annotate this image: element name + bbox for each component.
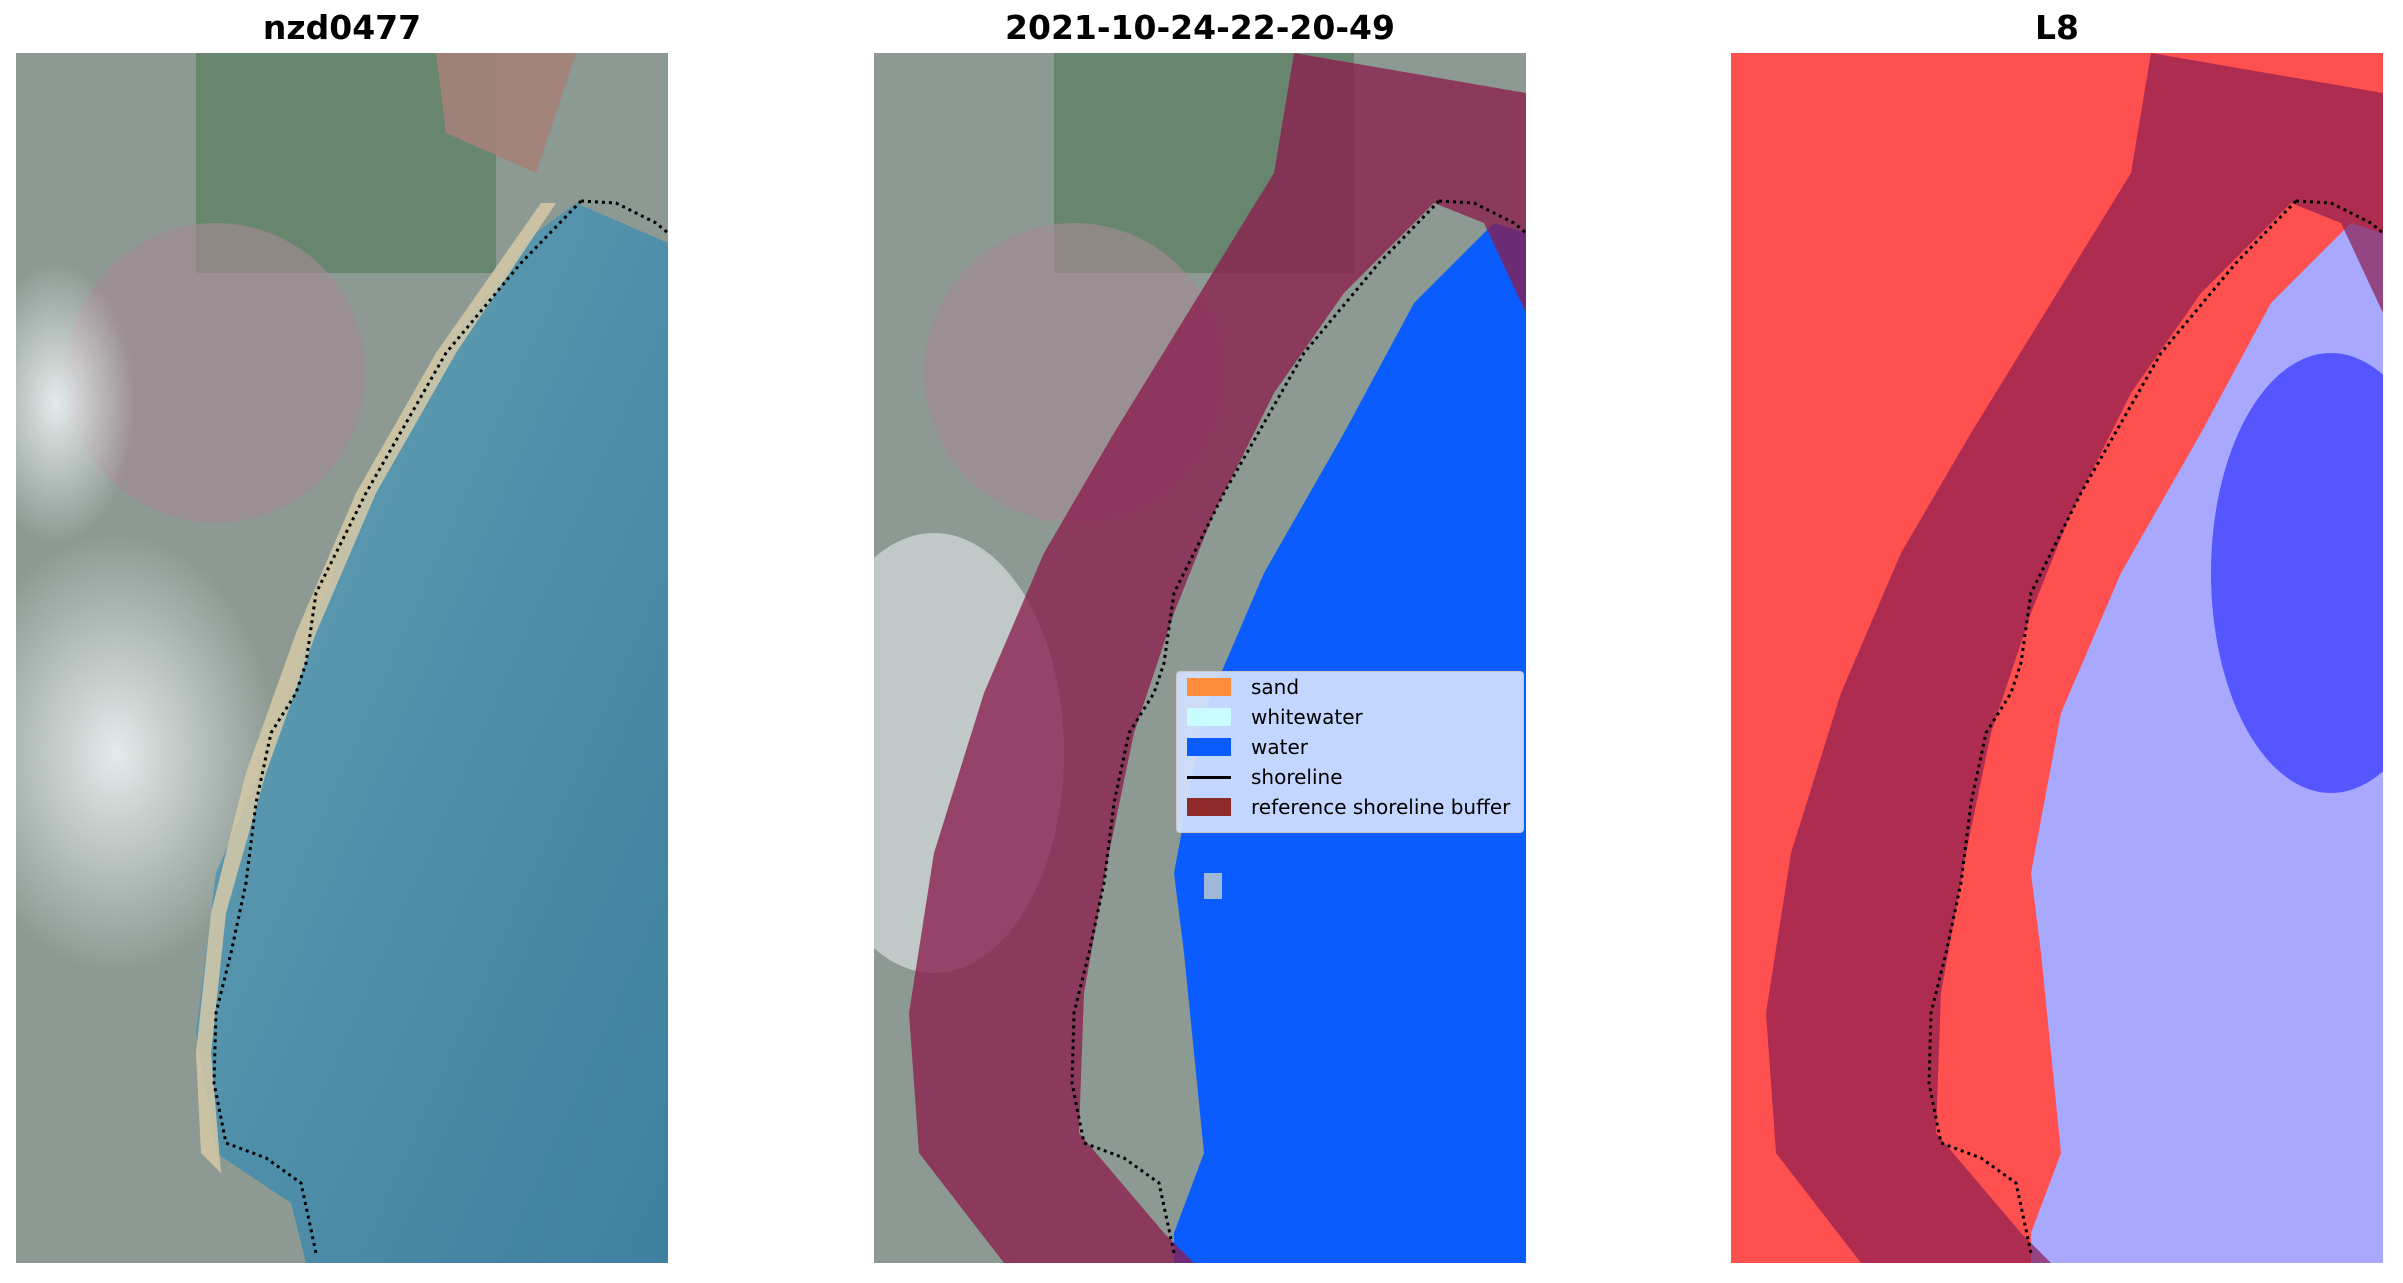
legend-item-shoreline: shoreline bbox=[1187, 762, 1343, 792]
panel-title-rgb: nzd0477 bbox=[262, 8, 422, 47]
legend-swatch-buffer bbox=[1187, 798, 1231, 816]
legend-label: whitewater bbox=[1251, 705, 1363, 729]
classification-panel bbox=[874, 53, 1526, 1263]
legend-swatch-water bbox=[1187, 738, 1231, 756]
field-area bbox=[436, 53, 576, 173]
legend-item-buffer: reference shoreline buffer bbox=[1187, 792, 1510, 822]
water-index-high bbox=[2211, 353, 2383, 793]
whitewater-patch bbox=[1204, 873, 1222, 899]
shoreline-line bbox=[212, 199, 583, 1254]
reference-shoreline-buffer bbox=[909, 53, 1526, 1263]
index-image bbox=[1731, 53, 2383, 1263]
cloud bbox=[16, 533, 276, 973]
shoreline-line bbox=[2295, 199, 2383, 235]
shoreline-line bbox=[580, 199, 668, 235]
legend-swatch-sand bbox=[1187, 678, 1231, 696]
shoreline-line bbox=[1927, 199, 2298, 1254]
panel-title-index: L8 bbox=[2035, 8, 2079, 47]
panel-title-classification: 2021-10-24-22-20-49 bbox=[1005, 8, 1395, 47]
shoreline-line bbox=[1438, 199, 1526, 235]
legend-item-sand: sand bbox=[1187, 672, 1299, 702]
legend-item-water: water bbox=[1187, 732, 1308, 762]
reference-shoreline-buffer bbox=[1766, 53, 2383, 1263]
sea-area bbox=[196, 203, 668, 1263]
cloud bbox=[16, 263, 136, 543]
legend-label: shoreline bbox=[1251, 765, 1343, 789]
legend-swatch-whitewater bbox=[1187, 708, 1231, 726]
legend-label: reference shoreline buffer bbox=[1251, 795, 1511, 819]
rgb-image-panel bbox=[16, 53, 668, 1263]
urban-area bbox=[66, 223, 366, 523]
legend: sand whitewater water shoreline referenc… bbox=[1176, 671, 1524, 833]
legend-item-whitewater: whitewater bbox=[1187, 702, 1363, 732]
rgb-satellite-image bbox=[16, 53, 668, 1263]
index-panel bbox=[1731, 53, 2383, 1263]
legend-line-shoreline bbox=[1187, 775, 1231, 779]
classification-image bbox=[874, 53, 1526, 1263]
legend-label: water bbox=[1251, 735, 1308, 759]
shoreline-line bbox=[1070, 199, 1441, 1254]
legend-label: sand bbox=[1251, 675, 1300, 699]
